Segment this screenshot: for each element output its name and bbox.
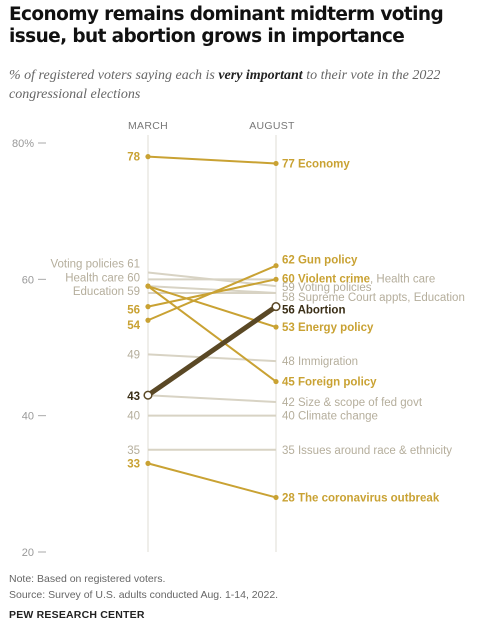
value-august-gun-policy: 62 — [282, 255, 295, 267]
value-august-size-and-scope-of-fed-govt: 42 — [282, 397, 295, 409]
label-march-climate-change: 40 — [127, 411, 140, 423]
subtitle-text-start: % of registered voters saying each is — [9, 68, 219, 83]
name-august-economy: Economy — [295, 158, 351, 170]
slope-line-the-coronavirus-outbreak — [147, 462, 277, 499]
name-august-immigration: Immigration — [295, 356, 358, 368]
point-march-economy — [145, 154, 151, 160]
point-august-economy — [273, 160, 279, 167]
name-august-climate-change: Climate change — [295, 411, 378, 423]
name-august-issues-around-race-and-ethnicity: Issues around race & ethnicity — [295, 445, 452, 457]
slope-line-size-and-scope-of-fed-govt — [147, 394, 277, 404]
point-march-gun-policy — [145, 317, 151, 323]
name-august-foreign-policy: Foreign policy — [295, 377, 377, 389]
name-august-the-coronavirus-outbreak: The coronavirus outbreak — [295, 492, 440, 504]
point-august-abortion — [271, 302, 281, 312]
label-august-supreme-court-appts: 58 Supreme Court appts, Education — [282, 292, 465, 304]
label-march-voting-policies: Voting policies 61 — [50, 259, 140, 271]
label-august-gun-policy: 62 Gun policy — [282, 255, 358, 267]
slope-line-immigration — [147, 353, 277, 363]
point-march-abortion — [143, 390, 153, 400]
y-tick-label-60: 60 — [22, 274, 34, 286]
y-tick-label-40: 40 — [22, 411, 34, 423]
label-march-education: Education 59 — [73, 286, 140, 298]
label-march-gun-policy: 54 — [127, 320, 140, 332]
footnote-source: Source: Survey of U.S. adults conducted … — [9, 589, 279, 601]
chart-title: Economy remains dominant midterm voting … — [9, 4, 444, 47]
value-august-voting-policies: 59 — [282, 282, 295, 294]
name-august-violent-crime: Violent crime — [295, 273, 370, 285]
label-march-the-coronavirus-outbreak: 33 — [127, 458, 140, 470]
name-august-size-and-scope-of-fed-govt: Size & scope of fed govt — [295, 397, 423, 409]
point-august-energy-policy — [273, 324, 279, 330]
point-august-the-coronavirus-outbreak — [273, 494, 279, 501]
label-march-violent-crime: 56 — [127, 305, 140, 317]
label-march-issues-around-race-and-ethnicity: 35 — [127, 445, 140, 457]
name-august-supreme-court-appts: Supreme Court appts, Education — [295, 292, 465, 304]
label-march-health-care: Health care 60 — [65, 272, 140, 284]
label-august-issues-around-race-and-ethnicity: 35 Issues around race & ethnicity — [282, 445, 452, 457]
value-august-violent-crime: 60 — [282, 273, 295, 285]
name-august-energy-policy: Energy policy — [295, 322, 374, 334]
value-august-issues-around-race-and-ethnicity: 35 — [282, 445, 295, 457]
point-august-gun-policy — [273, 263, 279, 269]
chart-subtitle: % of registered voters saying each is ve… — [9, 66, 489, 104]
name-august-voting-policies: Voting policies — [295, 282, 372, 294]
y-tick-label-20: 20 — [22, 547, 34, 559]
label-march-abortion: 43 — [127, 391, 140, 403]
extra-august-violent-crime: , Health care — [370, 273, 435, 285]
value-august-foreign-policy: 45 — [282, 377, 295, 389]
label-august-foreign-policy: 45 Foreign policy — [282, 377, 377, 389]
value-august-the-coronavirus-outbreak: 28 — [282, 492, 295, 504]
label-august-climate-change: 40 Climate change — [282, 411, 378, 423]
label-august-energy-policy: 53 Energy policy — [282, 322, 374, 334]
slope-line-education — [147, 285, 277, 294]
name-august-gun-policy: Gun policy — [295, 255, 358, 267]
label-august-abortion: 56 Abortion — [282, 305, 345, 317]
value-august-climate-change: 40 — [282, 411, 295, 423]
y-tick-label-80: 80% — [12, 138, 34, 150]
point-march-violent-crime — [145, 304, 151, 310]
column-header-august: AUGUST — [249, 120, 295, 132]
value-august-energy-policy: 53 — [282, 322, 295, 334]
slope-line-abortion — [145, 304, 279, 398]
label-august-voting-policies: 59 Voting policies — [282, 282, 372, 294]
slope-line-foreign-policy — [147, 285, 277, 383]
subtitle-emphasis: very important — [218, 68, 303, 83]
label-august-violent-crime: 60 Violent crime, Health care — [282, 273, 435, 285]
label-august-size-and-scope-of-fed-govt: 42 Size & scope of fed govt — [282, 397, 423, 409]
label-august-the-coronavirus-outbreak: 28 The coronavirus outbreak — [282, 492, 440, 504]
label-march-economy: 78 — [127, 152, 140, 164]
value-august-immigration: 48 — [282, 356, 295, 368]
column-header-march: MARCH — [128, 120, 168, 132]
point-march-the-coronavirus-outbreak — [145, 460, 151, 466]
point-march-foreign-policy — [145, 283, 151, 289]
slope-line-economy — [147, 155, 277, 165]
point-august-violent-crime — [273, 276, 279, 282]
value-august-abortion: 56 — [282, 305, 295, 317]
subtitle-text-end: to their vote in the 2022 congressional … — [9, 68, 441, 102]
organization-name: PEW RESEARCH CENTER — [9, 609, 145, 621]
point-august-foreign-policy — [273, 378, 279, 385]
footnote-note: Note: Based on registered voters. — [9, 573, 166, 585]
label-march-immigration: 49 — [127, 349, 140, 361]
value-august-economy: 77 — [282, 158, 295, 170]
label-august-immigration: 48 Immigration — [282, 356, 358, 368]
name-august-abortion: Abortion — [295, 305, 346, 317]
label-august-economy: 77 Economy — [282, 158, 350, 170]
value-august-supreme-court-appts: 58 — [282, 292, 295, 304]
